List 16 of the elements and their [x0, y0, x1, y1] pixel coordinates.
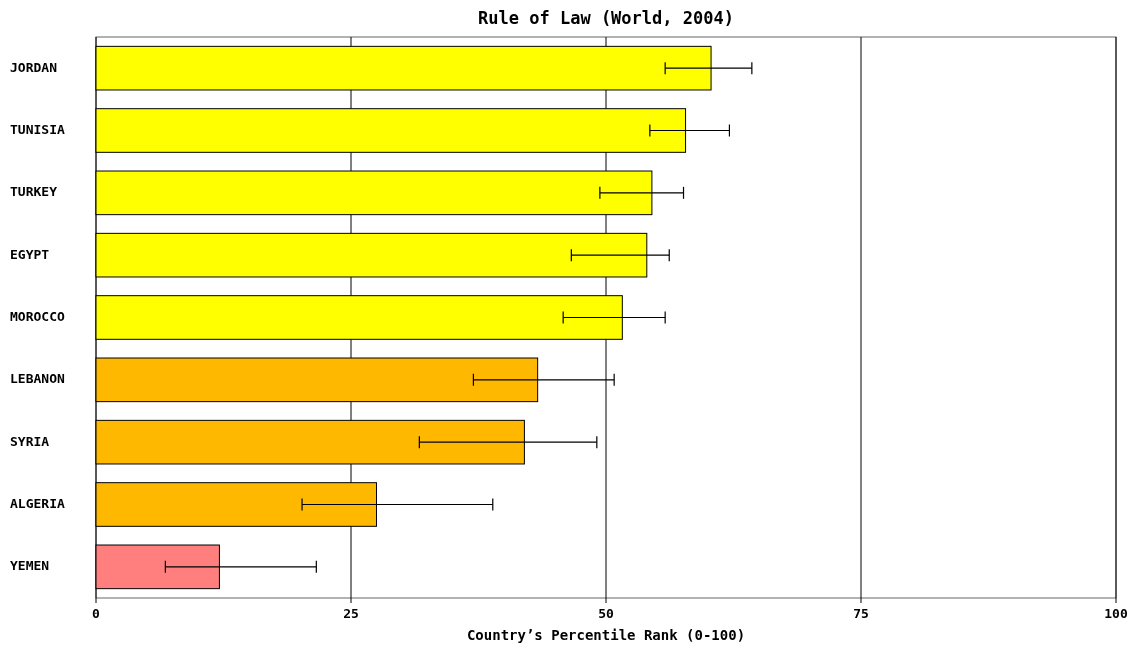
y-tick-label: JORDAN: [10, 59, 58, 75]
y-tick-label: EGYPT: [10, 246, 50, 262]
y-tick-label: ALGERIA: [10, 496, 65, 511]
y-tick-label: TURKEY: [10, 184, 58, 200]
chart-title: Rule of Law (World, 2004): [478, 8, 734, 28]
x-tick-label: 50: [598, 606, 614, 621]
x-axis-title: Country’s Percentile Rank (0-100): [466, 627, 746, 643]
x-tick-label: 0: [92, 606, 101, 621]
y-tick-label: SYRIA: [10, 433, 50, 449]
x-tick-label: 75: [853, 606, 869, 621]
y-tick-label: YEMEN: [10, 558, 50, 574]
x-tick-label: 25: [343, 606, 359, 621]
y-tick-label: MOROCCO: [10, 309, 65, 324]
x-tick-label: 100: [1104, 606, 1128, 621]
y-tick-label: TUNISIA: [10, 122, 65, 137]
y-tick-label: LEBANON: [10, 371, 65, 387]
